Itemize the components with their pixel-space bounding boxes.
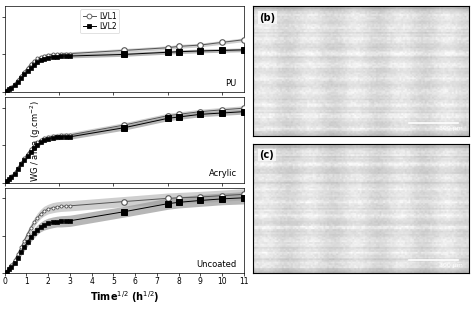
Text: Uncoated: Uncoated	[196, 260, 237, 269]
Text: 300 μm: 300 μm	[439, 126, 463, 131]
Text: (c): (c)	[259, 150, 274, 160]
Text: PU: PU	[226, 78, 237, 88]
Text: Acrylic: Acrylic	[209, 169, 237, 178]
Legend: LVL1, LVL2: LVL1, LVL2	[80, 9, 119, 33]
Text: (b): (b)	[259, 13, 275, 23]
X-axis label: Time$^{1/2}$ (h$^{1/2}$): Time$^{1/2}$ (h$^{1/2}$)	[90, 289, 159, 305]
Text: WG / area (g.cm$^{-2}$): WG / area (g.cm$^{-2}$)	[28, 100, 43, 182]
Text: 300 μm: 300 μm	[439, 263, 463, 268]
